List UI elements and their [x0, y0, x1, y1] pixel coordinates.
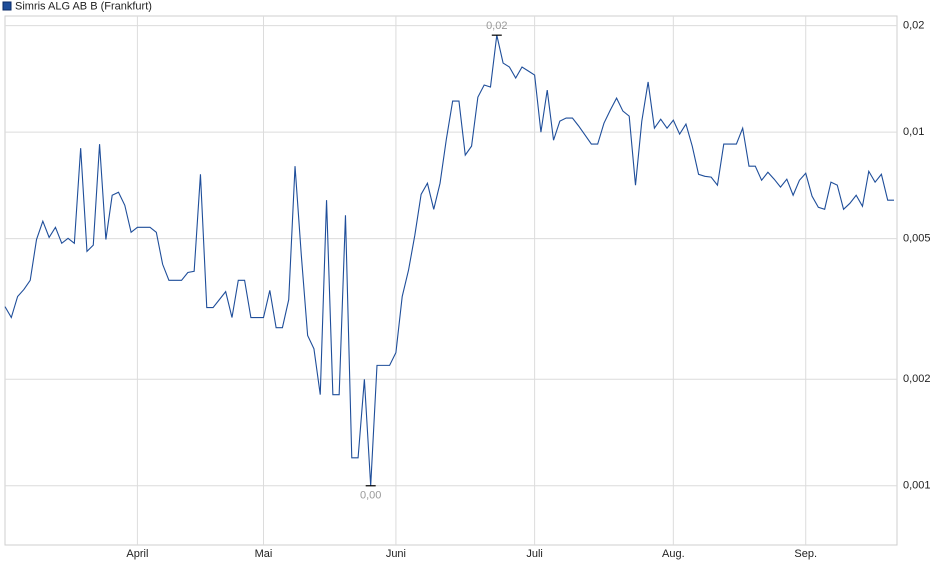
y-tick-label: 0,002	[903, 373, 931, 385]
legend-swatch	[2, 1, 12, 11]
x-tick-label: Juni	[386, 548, 406, 560]
extreme-label: 0,02	[486, 20, 507, 32]
price-line	[4, 35, 894, 486]
y-tick-label: 0,02	[903, 20, 924, 32]
y-tick-label: 0,01	[903, 126, 924, 138]
x-tick-label: Juli	[526, 548, 543, 560]
y-tick-label: 0,001	[903, 480, 931, 492]
legend-label: Simris ALG AB B (Frankfurt)	[15, 0, 152, 12]
x-tick-label: Sep.	[794, 548, 817, 560]
plot-area	[4, 15, 898, 546]
x-tick-label: April	[126, 548, 148, 560]
extreme-label: 0,00	[360, 490, 381, 502]
x-tick-label: Mai	[255, 548, 273, 560]
x-tick-label: Aug.	[662, 548, 685, 560]
y-tick-label: 0,005	[903, 232, 931, 244]
